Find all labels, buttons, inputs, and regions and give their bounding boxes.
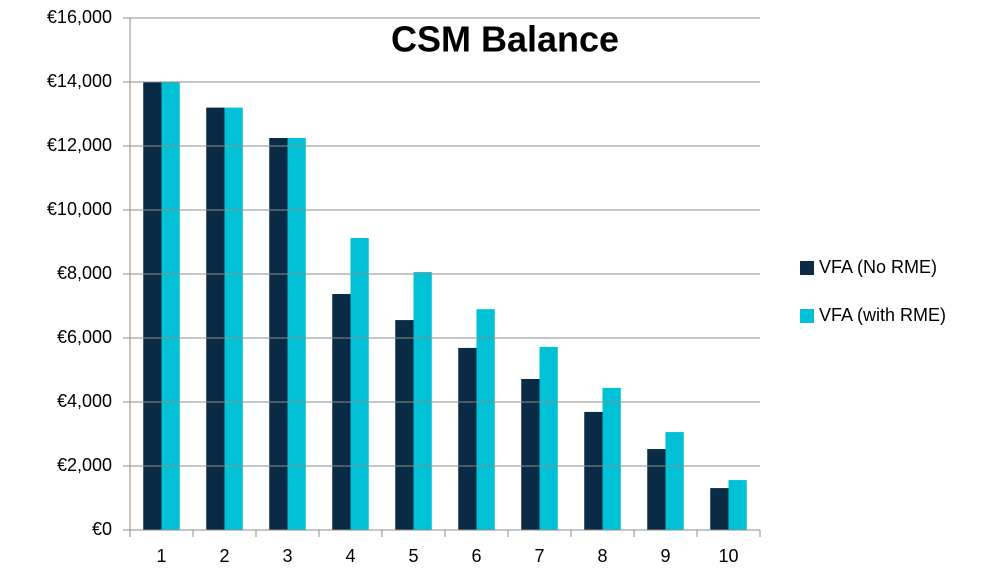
y-tick-label: €14,000: [47, 71, 112, 91]
x-tick-label: 2: [219, 546, 229, 566]
y-tick-label: €6,000: [57, 327, 112, 347]
bar: [584, 411, 603, 530]
bar: [413, 272, 432, 530]
bar: [602, 387, 621, 530]
bar: [332, 294, 351, 530]
bar: [728, 480, 747, 530]
bar: [224, 107, 243, 530]
x-tick-label: 6: [471, 546, 481, 566]
x-tick-label: 1: [156, 546, 166, 566]
y-tick-label: €10,000: [47, 199, 112, 219]
bar: [161, 82, 180, 530]
bar: [476, 309, 495, 530]
y-tick-label: €8,000: [57, 263, 112, 283]
bar: [269, 138, 288, 530]
x-tick-label: 4: [345, 546, 355, 566]
x-tick-label: 10: [718, 546, 738, 566]
x-tick-label: 5: [408, 546, 418, 566]
bar: [647, 449, 666, 530]
legend-swatch: [800, 309, 814, 323]
bar: [539, 346, 558, 530]
bar: [521, 378, 540, 530]
x-tick-label: 8: [597, 546, 607, 566]
bar: [458, 347, 477, 530]
y-tick-label: €2,000: [57, 455, 112, 475]
chart-title: CSM Balance: [391, 19, 619, 60]
legend-swatch: [800, 261, 814, 275]
bar: [287, 138, 306, 530]
bar: [350, 238, 369, 530]
bar: [665, 432, 684, 530]
y-tick-label: €4,000: [57, 391, 112, 411]
y-tick-label: €12,000: [47, 135, 112, 155]
legend-label: VFA (No RME): [819, 257, 937, 277]
x-tick-label: 9: [660, 546, 670, 566]
y-tick-label: €16,000: [47, 7, 112, 27]
bar: [710, 488, 729, 530]
legend-label: VFA (with RME): [819, 305, 946, 325]
x-tick-label: 3: [282, 546, 292, 566]
bar: [143, 82, 162, 530]
bar: [395, 320, 414, 530]
y-tick-label: €0: [92, 519, 112, 539]
x-tick-label: 7: [534, 546, 544, 566]
bar: [206, 107, 225, 530]
